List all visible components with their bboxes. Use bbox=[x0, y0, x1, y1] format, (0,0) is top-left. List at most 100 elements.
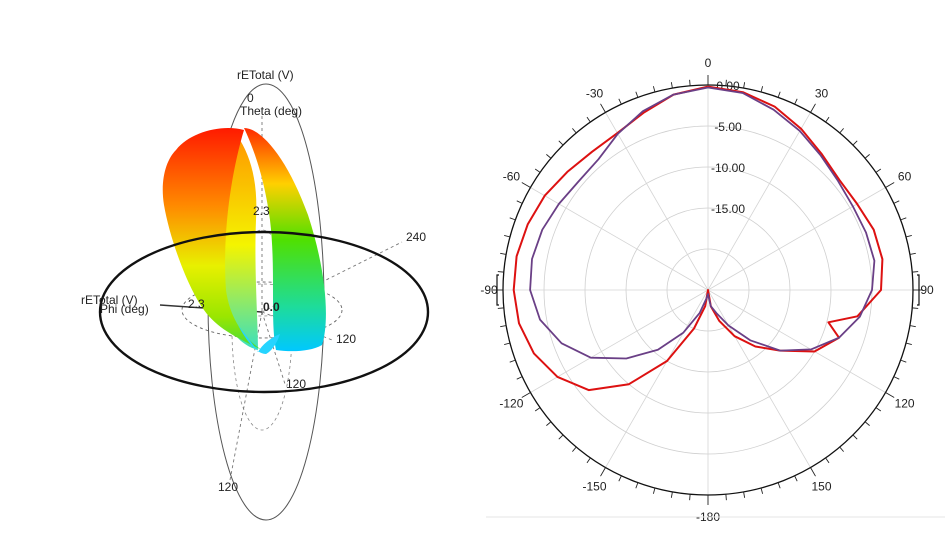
polar-tick bbox=[839, 128, 844, 134]
polar-tick bbox=[586, 457, 591, 464]
polar-tick bbox=[558, 434, 564, 440]
tick-phi-240: 240 bbox=[406, 230, 426, 244]
lobe-back-right bbox=[244, 128, 326, 352]
axis-theta-120 bbox=[261, 311, 286, 385]
polar-tick bbox=[600, 103, 606, 113]
polar-tick bbox=[839, 446, 844, 452]
polar-tick bbox=[885, 182, 895, 188]
polar-tick bbox=[497, 271, 504, 273]
polar-tick bbox=[635, 482, 639, 489]
polar-tick bbox=[546, 421, 552, 426]
lobe-inner bbox=[223, 140, 258, 350]
polar-tick bbox=[635, 91, 639, 98]
polar-tick bbox=[777, 91, 781, 98]
polar-tick bbox=[509, 217, 516, 221]
polar-tick bbox=[810, 467, 816, 477]
polar-tick bbox=[689, 79, 691, 86]
polar-tick bbox=[909, 252, 916, 255]
polar-tick bbox=[504, 234, 511, 238]
polar-tick bbox=[504, 342, 511, 346]
polar-tick bbox=[516, 200, 523, 204]
polar-tick bbox=[900, 217, 907, 221]
polar-tick bbox=[864, 154, 870, 159]
polar-spoke bbox=[707, 289, 886, 393]
polar-tick bbox=[586, 116, 591, 123]
polar-spoke bbox=[530, 289, 709, 393]
label-theta-axis: Theta (deg) bbox=[240, 104, 302, 118]
label-r-axis-side: rETotal (V) bbox=[81, 293, 138, 307]
phi-circle-outer bbox=[98, 230, 430, 394]
polar-angle-label: 120 bbox=[895, 397, 915, 411]
polar-tick bbox=[794, 475, 798, 482]
phi-circle-inner-1 bbox=[181, 281, 343, 339]
polar-radial-label: -5.00 bbox=[714, 120, 742, 134]
tick-phi-120: 120 bbox=[336, 332, 356, 346]
lobe-bottom-tip bbox=[238, 325, 280, 354]
polar-angle-label: 30 bbox=[815, 86, 829, 100]
polar-tick bbox=[725, 79, 727, 86]
polar-spoke bbox=[605, 112, 709, 291]
pattern-3d-chart: rETotal (V) 0 Theta (deg) 2.3 240 rETota… bbox=[81, 68, 430, 521]
polar-tick bbox=[875, 168, 882, 173]
polar-tick bbox=[500, 252, 507, 255]
polar-tick bbox=[905, 342, 912, 346]
label-r-axis: rETotal (V) bbox=[237, 68, 294, 82]
tick-theta-120-right: 120 bbox=[286, 377, 306, 391]
polar-angle-label: 0 bbox=[705, 56, 712, 70]
polar-tick bbox=[909, 325, 916, 328]
polar-series-line-2 bbox=[529, 86, 876, 360]
polar-tick bbox=[760, 86, 764, 93]
polar-tick bbox=[725, 494, 727, 501]
polar-tick bbox=[572, 128, 577, 134]
polar-tick bbox=[572, 446, 577, 452]
polar-tick bbox=[509, 359, 516, 363]
polar-tick-marks bbox=[493, 75, 923, 505]
polar-spoke bbox=[605, 289, 709, 468]
polar-tick bbox=[885, 392, 895, 398]
polar-tick bbox=[825, 457, 830, 464]
polar-tick bbox=[652, 487, 656, 494]
polar-tick bbox=[500, 325, 507, 328]
polar-side-bracket bbox=[917, 274, 920, 306]
polar-angle-label: -30 bbox=[586, 86, 604, 100]
polar-tick bbox=[600, 467, 606, 477]
polar-tick bbox=[670, 82, 673, 89]
polar-tick bbox=[652, 86, 656, 93]
polar-tick bbox=[760, 487, 764, 494]
polar-tick bbox=[618, 98, 622, 105]
polar-spoke bbox=[707, 112, 811, 291]
tick-r-left: 2.3 bbox=[188, 297, 205, 311]
tick-zero-top: 0 bbox=[247, 91, 254, 105]
polar-tick bbox=[521, 182, 531, 188]
tick-origin: 0.0 bbox=[263, 300, 280, 314]
polar-tick bbox=[516, 376, 523, 380]
polar-spoke bbox=[530, 187, 709, 291]
polar-series bbox=[512, 85, 884, 392]
polar-angle-label: -60 bbox=[503, 170, 521, 184]
polar-tick bbox=[618, 475, 622, 482]
polar-tick bbox=[558, 140, 564, 146]
polar-angle-label: -150 bbox=[582, 480, 606, 494]
polar-tick bbox=[900, 359, 907, 363]
tick-r-mid: 2.3 bbox=[253, 204, 270, 218]
polar-tick bbox=[521, 392, 531, 398]
polar-radial-labels: 0.00-5.00-10.00-15.00 bbox=[711, 79, 745, 216]
polar-angle-label: -120 bbox=[499, 397, 523, 411]
polar-angle-label: 60 bbox=[898, 170, 912, 184]
polar-tick bbox=[546, 154, 552, 159]
polar-tick bbox=[825, 116, 830, 123]
polar-tick bbox=[670, 491, 673, 498]
axis-bottom bbox=[229, 311, 263, 481]
polar-radial-label: -10.00 bbox=[711, 161, 745, 175]
polar-tick bbox=[893, 200, 900, 204]
lobe-front-left bbox=[162, 128, 262, 350]
polar-tick bbox=[743, 491, 746, 498]
polar-tick bbox=[810, 103, 816, 113]
polar-series-line-1 bbox=[512, 85, 884, 392]
polar-tick bbox=[497, 307, 504, 309]
tick-theta-120-bottom: 120 bbox=[218, 480, 238, 494]
polar-tick bbox=[905, 234, 912, 238]
polar-tick bbox=[534, 407, 541, 412]
